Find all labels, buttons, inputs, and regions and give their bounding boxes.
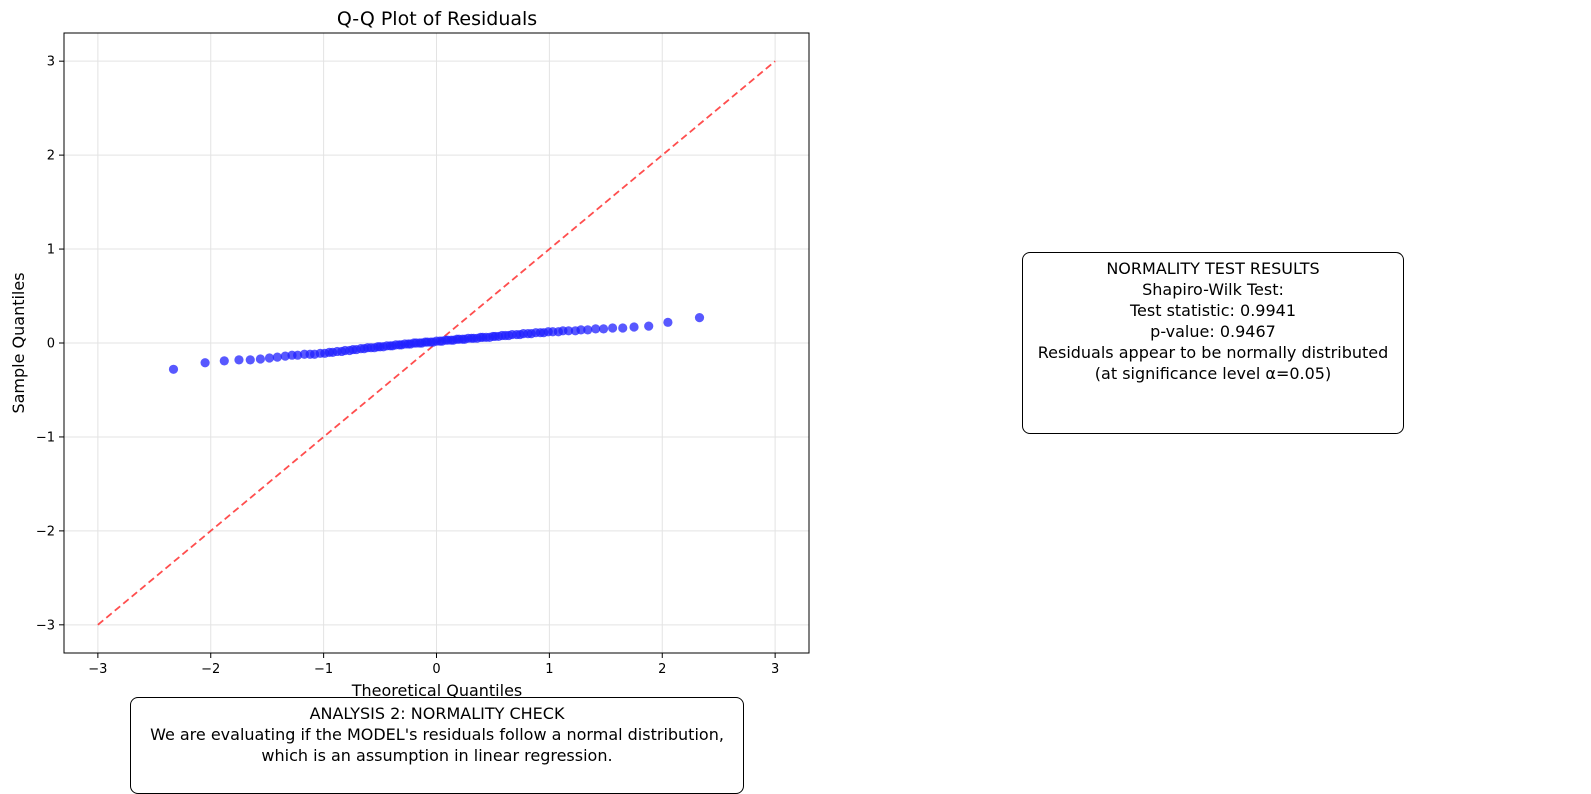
results-line: p-value: 0.9467 bbox=[1150, 322, 1276, 341]
chart-title: Q-Q Plot of Residuals bbox=[337, 8, 537, 30]
x-tick-label: 2 bbox=[658, 662, 666, 677]
data-point bbox=[607, 323, 618, 333]
data-point bbox=[245, 355, 255, 365]
x-axis-label: Theoretical Quantiles bbox=[351, 681, 523, 700]
results-line: NORMALITY TEST RESULTS bbox=[1106, 259, 1320, 278]
data-point bbox=[694, 313, 705, 323]
results-line: Residuals appear to be normally distribu… bbox=[1037, 343, 1389, 362]
data-point bbox=[663, 317, 673, 327]
data-point bbox=[234, 355, 244, 365]
axis-ticks: −3 −2 −1 0 1 2 3 −3 −2 −1 0 1 2 3 bbox=[36, 55, 779, 677]
data-point bbox=[219, 356, 229, 366]
x-tick-label: 3 bbox=[771, 662, 779, 677]
analysis-line: We are evaluating if the MODEL's residua… bbox=[150, 725, 724, 744]
data-point bbox=[293, 350, 303, 360]
analysis-line: which is an assumption in linear regress… bbox=[261, 746, 613, 765]
results-line: (at significance level α=0.05) bbox=[1094, 364, 1332, 383]
x-tick-label: −3 bbox=[88, 662, 107, 677]
data-point bbox=[598, 324, 609, 334]
y-tick-label: −1 bbox=[36, 430, 55, 445]
points-layer bbox=[168, 313, 705, 374]
data-point bbox=[200, 358, 210, 368]
x-tick-label: −1 bbox=[314, 662, 333, 677]
results-line: Shapiro-Wilk Test: bbox=[1142, 280, 1284, 299]
data-point bbox=[168, 364, 179, 374]
y-tick-label: 0 bbox=[47, 337, 55, 352]
data-point bbox=[583, 325, 593, 335]
x-tick-label: 1 bbox=[545, 662, 553, 677]
data-point bbox=[255, 354, 266, 364]
data-point bbox=[644, 321, 654, 331]
analysis-description-box: ANALYSIS 2: NORMALITY CHECK We are evalu… bbox=[130, 697, 744, 794]
y-tick-label: −2 bbox=[36, 524, 55, 539]
y-tick-label: −3 bbox=[36, 618, 55, 633]
data-point bbox=[618, 323, 628, 333]
x-tick-label: 0 bbox=[432, 662, 440, 677]
x-tick-label: −2 bbox=[201, 662, 220, 677]
analysis-line: ANALYSIS 2: NORMALITY CHECK bbox=[309, 704, 565, 723]
y-axis-label: Sample Quantiles bbox=[9, 272, 28, 413]
results-line: Test statistic: 0.9941 bbox=[1129, 301, 1297, 320]
data-point bbox=[264, 353, 275, 363]
data-point bbox=[272, 352, 282, 362]
data-point bbox=[576, 325, 586, 335]
y-tick-label: 3 bbox=[47, 55, 55, 70]
data-point bbox=[591, 324, 601, 334]
data-point bbox=[563, 326, 574, 336]
data-point bbox=[629, 322, 639, 332]
y-tick-label: 1 bbox=[47, 243, 55, 258]
y-tick-label: 2 bbox=[47, 149, 55, 164]
normality-results-box: NORMALITY TEST RESULTS Shapiro-Wilk Test… bbox=[1022, 252, 1404, 434]
data-point bbox=[280, 351, 290, 361]
